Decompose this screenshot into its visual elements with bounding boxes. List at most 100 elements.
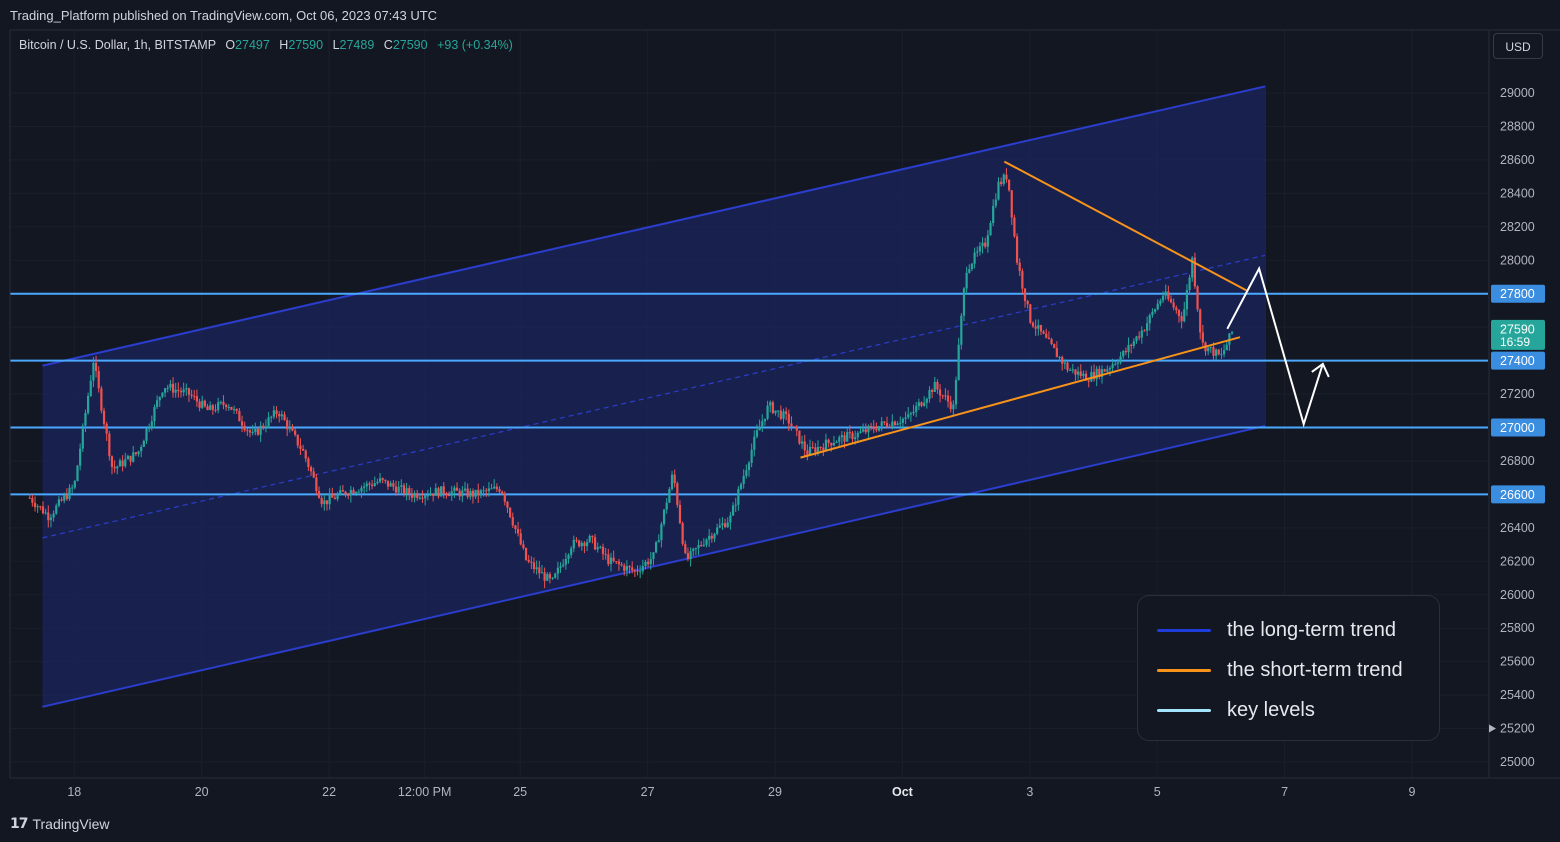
candle-body (551, 577, 554, 579)
candle-body (936, 381, 939, 390)
candle-body (1034, 326, 1037, 329)
candle-body (230, 407, 233, 410)
candle-body (700, 545, 703, 547)
y-tick-label: 29000 (1500, 86, 1535, 100)
publish-info: Trading_Platform published on TradingVie… (0, 0, 1560, 30)
candle-body (885, 422, 889, 427)
y-tick-label: 26400 (1500, 521, 1535, 535)
candle-body (636, 570, 639, 572)
candle-body (628, 566, 631, 568)
candle-body (973, 252, 976, 264)
candle-body (246, 430, 249, 432)
candle-body (705, 539, 708, 545)
candle-body (1209, 347, 1212, 349)
candle-body (166, 387, 169, 389)
candle-body (846, 432, 849, 442)
candle-body (352, 489, 355, 494)
candle-body (1212, 347, 1215, 356)
footer-brand[interactable]: 𝟭𝟳 TradingView (10, 815, 110, 832)
candle-body (753, 436, 756, 450)
candle-body (121, 460, 124, 467)
y-tick-label: 26200 (1500, 554, 1535, 568)
candle-body (1055, 348, 1058, 358)
candle-body (840, 435, 843, 438)
candle-body (161, 392, 164, 397)
candle-body (729, 515, 732, 523)
candle-body (952, 404, 955, 410)
candle-body (458, 490, 461, 497)
candle-body (36, 506, 39, 508)
candle-body (596, 547, 599, 550)
candle-body (1169, 299, 1173, 303)
candle-body (463, 488, 467, 491)
candle-body (1175, 307, 1178, 311)
candle-body (87, 395, 90, 413)
candle-body (1069, 370, 1072, 372)
candle-body (917, 402, 920, 407)
candle-body (418, 497, 421, 499)
candle-body (485, 490, 488, 492)
candle-body (243, 425, 246, 431)
candle-body (1177, 310, 1181, 317)
candle-body (692, 548, 695, 551)
candle-body (1215, 349, 1218, 356)
currency-button[interactable]: USD (1493, 33, 1543, 59)
candle-body (511, 517, 514, 526)
candle-body (819, 446, 822, 448)
candle-body (593, 537, 597, 550)
candle-body (506, 501, 509, 508)
candle-body (992, 205, 995, 224)
candle-body (126, 455, 130, 460)
candle-body (509, 507, 512, 518)
candle-body (907, 414, 910, 418)
candle-body (217, 402, 220, 411)
candle-body (609, 557, 613, 565)
candle-body (1222, 350, 1226, 355)
candle-body (76, 465, 79, 482)
candle-body (710, 535, 713, 539)
candle-body (1047, 337, 1051, 340)
key-level-tag (1491, 351, 1545, 370)
candle-body (1146, 323, 1149, 331)
candle-body (591, 535, 594, 538)
candle-body (118, 460, 122, 467)
candle-body (681, 523, 684, 544)
candle-body (195, 396, 199, 402)
candle-body (264, 426, 268, 428)
candle-body (1087, 380, 1090, 382)
candle-body (1228, 333, 1231, 345)
candle-body (487, 488, 490, 491)
candle-body (442, 486, 445, 494)
candle-body (516, 529, 520, 534)
y-tick-label: 25800 (1500, 621, 1535, 635)
candle-body (440, 486, 443, 497)
candle-body (163, 388, 167, 393)
candle-body (559, 566, 562, 568)
candle-body (97, 370, 100, 389)
legend-item-key-levels: key levels (1157, 698, 1315, 722)
candle-body (835, 441, 838, 444)
y-tick-label: 26000 (1500, 588, 1535, 602)
candle-body (424, 495, 427, 499)
candle-body (39, 506, 42, 508)
candle-body (134, 452, 137, 455)
key-level-price-label: 27400 (1491, 351, 1545, 370)
candle-body (52, 513, 55, 518)
x-tick-label: 9 (1409, 785, 1416, 799)
candle-body (105, 423, 108, 434)
key-level-tag (1491, 485, 1545, 504)
candle-body (1077, 371, 1080, 375)
projection-path (1226, 265, 1324, 428)
long-term-channel-fill (42, 86, 1266, 707)
candle-body (633, 570, 636, 572)
candle-body (453, 487, 456, 492)
candle-body (800, 441, 804, 444)
candle-body (524, 547, 528, 560)
key-level-price-label: 27800 (1491, 284, 1545, 303)
candle-body (370, 484, 374, 486)
candle-body (1090, 371, 1093, 382)
candle-body (211, 405, 214, 410)
candle-body (535, 567, 538, 570)
candle-body (684, 543, 687, 553)
